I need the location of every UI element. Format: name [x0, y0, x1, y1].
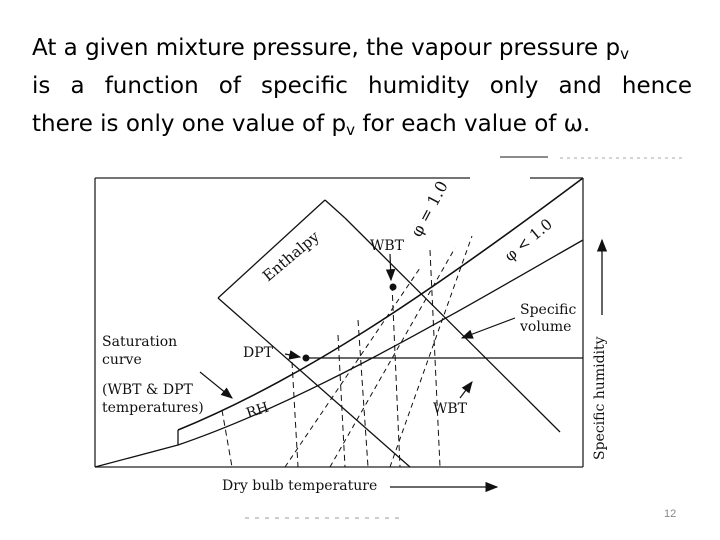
specific-volume-line-2	[284, 267, 421, 468]
dry-bulb-label: Dry bulb temperature	[222, 478, 377, 494]
wbt-bottom-label: WBT	[433, 401, 468, 417]
line-3-subscript: v	[346, 121, 356, 139]
paragraph-line-3: there is only one value of pv for each v…	[32, 106, 692, 148]
specific-volume-line-1	[329, 247, 456, 468]
dpt-arrow	[284, 350, 302, 360]
paragraph-line-1: At a given mixture pressure, the vapour …	[32, 30, 692, 72]
rh-label: RH	[244, 400, 271, 422]
dry-bulb-lines	[221, 249, 441, 468]
specific-humidity-label: Specific humidity	[592, 336, 608, 460]
saturation-curve-arrow	[199, 371, 233, 399]
paragraph-line-2: is a function of specific humidity only …	[32, 73, 692, 99]
dpt-label: DPT	[243, 345, 274, 361]
rh-curve	[177, 239, 584, 446]
specific-volume-label-1: Specific	[520, 302, 576, 318]
enthalpy-label: Enthalpy	[259, 227, 323, 285]
enthalpy-line-2	[344, 217, 561, 433]
phi-equal-label: φ = 1.0	[407, 178, 452, 240]
phi-less-label: φ < 1.0	[501, 215, 556, 265]
saturation-curve	[177, 177, 584, 431]
wbt-dpt-label-2: temperatures)	[102, 400, 204, 416]
saturation-label-2: curve	[102, 352, 142, 368]
enthalpy-line-1	[242, 319, 411, 468]
enthalpy-scale	[217, 199, 346, 321]
wbt-dpt-label-1: (WBT & DPT	[102, 382, 193, 398]
line-3-text: there is only one value of p	[32, 111, 347, 137]
saturation-curve-base	[94, 430, 179, 468]
line-1-subscript: v	[620, 45, 630, 63]
saturation-label-1: Saturation	[102, 334, 177, 350]
line-3-text-end: for each value of ω.	[355, 111, 591, 137]
wbt-top-label: WBT	[370, 238, 405, 254]
line-1-text: At a given mixture pressure, the vapour …	[32, 35, 621, 61]
wbt-bottom-arrow	[459, 381, 473, 399]
chart-frame	[94, 177, 584, 468]
wbt-state-point	[389, 283, 397, 291]
page-number: 12	[664, 508, 677, 520]
dpt-state-point	[302, 354, 310, 362]
specific-volume-label-2: volume	[519, 319, 571, 335]
wbt-top-arrow	[385, 253, 396, 282]
specific-volume-arrow	[460, 317, 516, 339]
specific-volume-line-3	[389, 235, 473, 468]
